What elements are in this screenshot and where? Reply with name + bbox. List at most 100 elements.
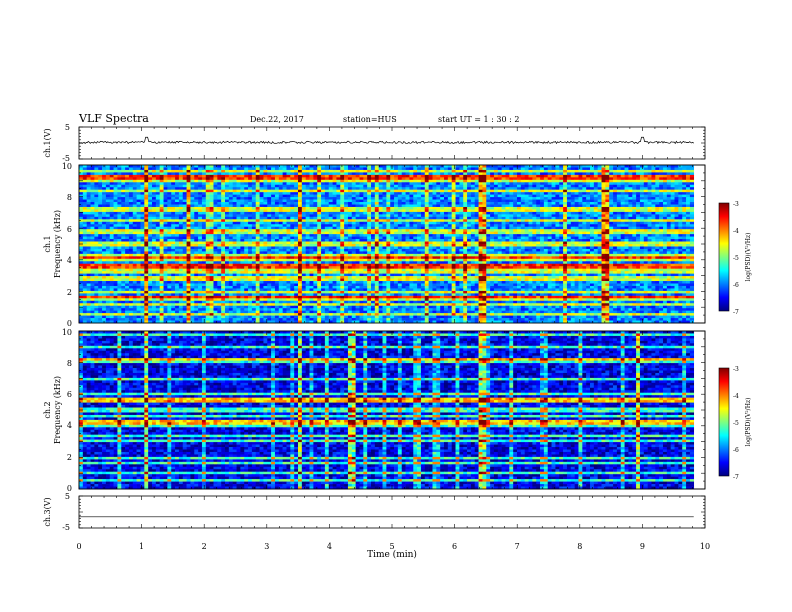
ch1-spec-spectrogram-cell bbox=[570, 236, 575, 240]
ch1-spec-spectrogram-cell bbox=[559, 197, 564, 200]
ch1-spec-spectrogram-cell bbox=[582, 184, 587, 188]
ch1-spec-spectrogram-cell bbox=[136, 219, 141, 223]
ch1-spec-spectrogram-cell bbox=[371, 192, 376, 195]
ch1-spec-spectrogram-cell bbox=[286, 229, 291, 232]
ch1-spec-spectrogram-cell bbox=[267, 192, 272, 195]
ch1-spec-spectrogram-cell bbox=[374, 194, 379, 198]
ch1-spec-spectrogram-cell bbox=[328, 184, 333, 188]
ch1-spec-spectrogram-cell bbox=[686, 202, 691, 205]
ch1-spec-spectrogram-cell bbox=[455, 187, 460, 190]
ch1-spec-spectrogram-cell bbox=[344, 165, 349, 168]
ch1-spec-spectrogram-cell bbox=[578, 216, 583, 220]
ch1-spec-spectrogram-cell bbox=[163, 204, 168, 208]
ch1-spec-spectrogram-cell bbox=[474, 219, 479, 223]
ch1-spec-spectrogram-cell bbox=[520, 192, 525, 195]
ch1-spec-spectrogram-cell bbox=[98, 239, 103, 242]
ch1-spec-spectrogram-cell bbox=[359, 214, 364, 218]
ch1-spec-spectrogram-cell bbox=[444, 179, 449, 183]
ch1-spec-spectrogram-cell bbox=[536, 167, 541, 171]
ch1-spec-spectrogram-cell bbox=[213, 224, 218, 228]
ch1-spec-spectrogram-cell bbox=[125, 231, 130, 235]
ch1-spec-spectrogram-cell bbox=[98, 211, 103, 215]
ch1-spec-spectrogram-cell bbox=[444, 199, 449, 203]
ch1-spec-spectrogram-cell bbox=[290, 172, 295, 176]
ch1-spec-spectrogram-cell bbox=[359, 167, 364, 171]
ch1-spec-spectrogram-cell bbox=[324, 192, 330, 195]
ch1-spec-spectrogram-cell bbox=[282, 211, 287, 215]
ch1-spec-spectrogram-cell bbox=[586, 221, 591, 225]
ch1-spec-spectrogram-cell bbox=[643, 194, 648, 198]
ch1-spec-spectrogram-cell bbox=[420, 219, 426, 223]
ch1-spec-spectrogram-cell bbox=[236, 211, 241, 215]
ch1-spec-spectrogram-cell bbox=[613, 209, 618, 213]
ch1-spec-spectrogram-cell bbox=[559, 179, 564, 183]
ch1-spec-spectrogram-cell bbox=[163, 194, 168, 198]
ch1-spec-spectrogram-cell bbox=[244, 194, 249, 198]
ch1-spec-spectrogram-cell bbox=[225, 209, 230, 213]
ch1-spec-spectrogram-cell bbox=[413, 197, 418, 200]
ch1-spec-spectrogram-cell bbox=[167, 221, 172, 225]
ch1-spec-spectrogram-cell bbox=[94, 199, 99, 203]
ch1-spec-spectrogram-cell bbox=[167, 165, 172, 168]
ch1-spec-spectrogram-cell bbox=[359, 226, 364, 230]
ch1-spec-spectrogram-cell bbox=[636, 209, 641, 213]
ch1-spec-spectrogram-cell bbox=[501, 229, 506, 232]
ch1-spec-spectrogram-cell bbox=[336, 167, 341, 171]
ch1-spec-spectrogram-cell bbox=[586, 219, 591, 223]
ch1-spec-spectrogram-cell bbox=[547, 209, 552, 213]
ch1-spec-spectrogram-cell bbox=[294, 189, 299, 193]
ch1-spec-spectrogram-cell bbox=[470, 229, 476, 232]
ch1-spec-spectrogram-cell bbox=[140, 204, 145, 208]
ch1-spec-spectrogram-cell bbox=[182, 236, 187, 240]
ch1-spec-spectrogram-cell bbox=[574, 236, 579, 240]
ch1-spec-spectrogram-cell bbox=[636, 216, 641, 220]
ch1-spec-spectrogram-cell bbox=[367, 199, 372, 203]
ch1-spec-spectrogram-cell bbox=[347, 202, 353, 205]
ch1-spec-spectrogram-cell bbox=[102, 239, 107, 242]
ch1-spec-spectrogram-cell bbox=[570, 169, 575, 173]
ch1-spec-spectrogram-cell bbox=[309, 165, 314, 168]
ch1-spec-spectrogram-cell bbox=[340, 236, 345, 240]
ch1-spec-spectrogram-cell bbox=[167, 224, 172, 228]
ch1-spec-spectrogram-cell bbox=[109, 231, 114, 235]
ch1-spec-spectrogram-cell bbox=[643, 182, 648, 186]
ch1-spec-spectrogram-cell bbox=[505, 179, 510, 183]
ch1-spec-spectrogram-cell bbox=[601, 172, 606, 176]
ch1-spec-spectrogram-cell bbox=[663, 204, 668, 208]
ch1-spec-spectrogram-cell bbox=[401, 197, 406, 200]
ch1-spec-spectrogram-cell bbox=[390, 224, 395, 228]
ch1-spec-spectrogram-cell bbox=[155, 194, 160, 198]
ch1-spec-spectrogram-cell bbox=[128, 184, 134, 188]
ch1-spec-spectrogram-cell bbox=[301, 199, 306, 203]
ch1-spec-spectrogram-cell bbox=[367, 204, 372, 208]
ch1-spec-spectrogram-cell bbox=[290, 189, 295, 193]
ch1-spec-spectrogram-cell bbox=[632, 169, 637, 173]
ch1-spec-spectrogram-cell bbox=[355, 216, 360, 220]
ch1-spec-spectrogram-cell bbox=[98, 206, 103, 210]
ch1-spec-spectrogram-cell bbox=[682, 226, 687, 230]
ch1-spec-spectrogram-cell bbox=[152, 182, 157, 186]
ch1-spec-spectrogram-cell bbox=[397, 194, 403, 198]
ch1-spec-spectrogram-cell bbox=[540, 209, 545, 213]
ch1-spec-spectrogram-cell bbox=[244, 239, 249, 242]
ch1-spec-spectrogram-cell bbox=[628, 231, 633, 235]
ch1-spec-spectrogram-cell bbox=[632, 221, 637, 225]
ch1-spec-spectrogram-cell bbox=[167, 182, 172, 186]
ch1-spec-spectrogram-cell bbox=[102, 184, 107, 188]
ch1-spec-spectrogram-cell bbox=[639, 165, 645, 168]
ch1-spec-spectrogram-cell bbox=[609, 192, 614, 195]
ch1-spec-spectrogram-cell bbox=[236, 202, 241, 205]
ch1-spec-spectrogram-cell bbox=[136, 214, 141, 218]
ch1-spec-spectrogram-cell bbox=[474, 184, 479, 188]
ch1-spec-spectrogram-cell bbox=[182, 219, 187, 223]
ch1-spec-spectrogram-cell bbox=[616, 197, 622, 200]
ch1-spec-spectrogram-cell bbox=[501, 209, 506, 213]
ch1-spec-spectrogram-cell bbox=[639, 199, 645, 203]
ch1-spec-spectrogram-cell bbox=[355, 167, 360, 171]
ch1-spec-spectrogram-cell bbox=[286, 167, 291, 171]
ch1-spec-spectrogram-cell bbox=[463, 177, 468, 181]
ch1-spec-spectrogram-cell bbox=[386, 177, 391, 181]
ch1-spec-spectrogram-cell bbox=[682, 199, 687, 203]
ch1-spec-spectrogram-cell bbox=[178, 206, 184, 210]
ch1-spec-spectrogram-cell bbox=[274, 209, 280, 213]
